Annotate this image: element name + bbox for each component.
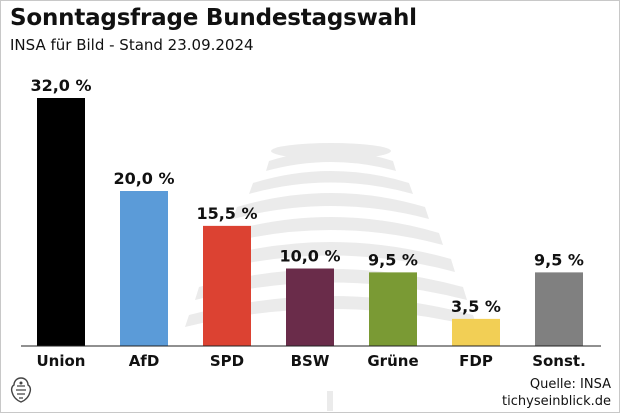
category-label-afd: AfD — [129, 352, 160, 370]
bar-afd — [120, 191, 168, 346]
eagle-logo-icon — [10, 377, 32, 403]
bar-gr-ne — [369, 272, 417, 346]
bar-bsw — [286, 268, 334, 346]
value-label-fdp: 3,5 % — [451, 297, 501, 316]
category-label-fdp: FDP — [459, 352, 493, 370]
category-label-bsw: BSW — [291, 352, 330, 370]
value-label-sonst: 9,5 % — [534, 250, 584, 269]
value-label-afd: 20,0 % — [113, 169, 174, 188]
bar-sonst — [535, 272, 583, 346]
category-label-gr-ne: Grüne — [367, 352, 418, 370]
bar-union — [37, 98, 85, 346]
value-label-gr-ne: 9,5 % — [368, 250, 418, 269]
value-label-union: 32,0 % — [30, 76, 91, 95]
chart-subtitle: INSA für Bild - Stand 23.09.2024 — [10, 36, 254, 54]
category-label-sonst: Sonst. — [532, 352, 586, 370]
source-site: tichyseinblick.de — [502, 394, 611, 409]
value-label-bsw: 10,0 % — [279, 247, 340, 266]
category-label-spd: SPD — [210, 352, 244, 370]
source-label: Quelle: INSA — [529, 377, 611, 392]
chart-title: Sonntagsfrage Bundestagswahl — [10, 5, 417, 31]
value-label-spd: 15,5 % — [196, 204, 257, 223]
bar-spd — [203, 225, 251, 346]
chart-source: Quelle: INSA tichyseinblick.de — [502, 376, 611, 410]
category-label-union: Union — [37, 352, 86, 370]
bar-fdp — [452, 318, 500, 346]
